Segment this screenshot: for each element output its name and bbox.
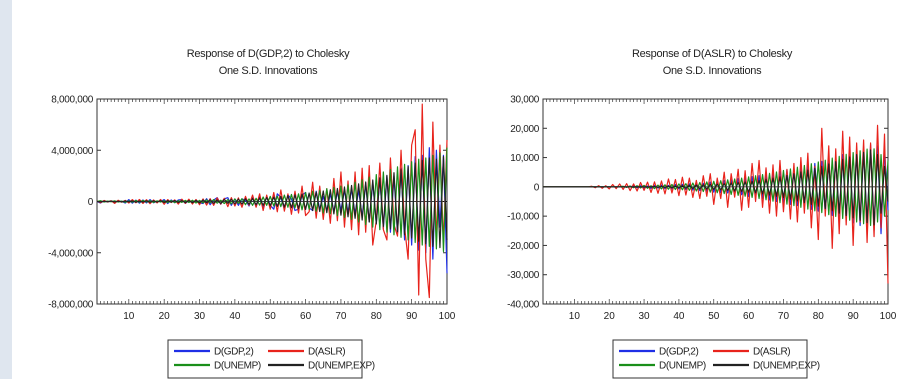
x-tick-label: 20 <box>159 311 171 322</box>
y-tick-label: 10,000 <box>510 153 540 164</box>
y-tick-label: 20,000 <box>510 124 540 135</box>
x-tick-label: 30 <box>194 311 206 322</box>
x-tick-label: 80 <box>813 311 825 322</box>
legend: D(GDP,2) D(ASLR) D(UNEMP) D(UNEMP,EXP) <box>167 339 375 379</box>
legend: D(GDP,2) D(ASLR) D(UNEMP) D(UNEMP,EXP) <box>612 339 820 379</box>
legend-label: D(UNEMP,EXP) <box>753 361 820 372</box>
y-tick-label: -40,000 <box>507 300 540 311</box>
y-tick-label: 4,000,000 <box>51 146 94 157</box>
x-tick-label: 60 <box>743 311 755 322</box>
y-tick-label: -8,000,000 <box>48 300 94 311</box>
x-tick-label: 90 <box>848 311 860 322</box>
legend-label: D(GDP,2) <box>659 347 698 358</box>
chart-subtitle: One S.D. Innovations <box>219 65 318 77</box>
y-tick-label: -30,000 <box>507 270 540 281</box>
x-tick-label: 10 <box>569 311 581 322</box>
series-line-d-unemp-exp- <box>96 156 448 249</box>
legend-box <box>167 339 363 379</box>
chart-title: Response of D(GDP,2) to Cholesky <box>187 48 350 60</box>
chart-subtitle: One S.D. Innovations <box>663 65 762 77</box>
x-tick-label: 70 <box>335 311 347 322</box>
legend-label: D(ASLR) <box>308 347 345 358</box>
y-tick-label: 30,000 <box>510 95 540 106</box>
x-tick-label: 70 <box>778 311 790 322</box>
legend-label: D(UNEMP) <box>214 361 261 372</box>
chart-2: Response of D(ASLR) to Cholesky One S.D. … <box>507 48 897 379</box>
x-tick-label: 10 <box>123 311 135 322</box>
legend-box <box>612 339 808 379</box>
legend-label: D(ASLR) <box>753 347 790 358</box>
y-tick-label: -4,000,000 <box>48 248 94 259</box>
x-tick-label: 20 <box>604 311 616 322</box>
x-tick-label: 100 <box>439 311 456 322</box>
x-tick-label: 60 <box>300 311 312 322</box>
x-tick-label: 50 <box>265 311 277 322</box>
x-tick-label: 40 <box>673 311 685 322</box>
y-tick-label: -10,000 <box>507 212 540 223</box>
x-tick-label: 90 <box>406 311 418 322</box>
chart-title: Response of D(ASLR) to Cholesky <box>632 48 793 60</box>
chart-1: Response of D(GDP,2) to Cholesky One S.D.… <box>48 48 456 379</box>
x-tick-label: 30 <box>638 311 650 322</box>
x-tick-label: 50 <box>708 311 720 322</box>
series-line-d-unemp-exp- <box>543 149 889 226</box>
x-tick-label: 80 <box>371 311 383 322</box>
y-tick-label: 8,000,000 <box>51 95 94 106</box>
y-tick-label: 0 <box>534 182 540 193</box>
y-tick-label: -20,000 <box>507 241 540 252</box>
x-tick-label: 100 <box>880 311 897 322</box>
window-left-edge <box>0 0 12 379</box>
legend-label: D(GDP,2) <box>214 347 253 358</box>
y-tick-label: 0 <box>88 197 94 208</box>
legend-label: D(UNEMP) <box>659 361 706 372</box>
x-tick-label: 40 <box>229 311 241 322</box>
legend-label: D(UNEMP,EXP) <box>308 361 375 372</box>
